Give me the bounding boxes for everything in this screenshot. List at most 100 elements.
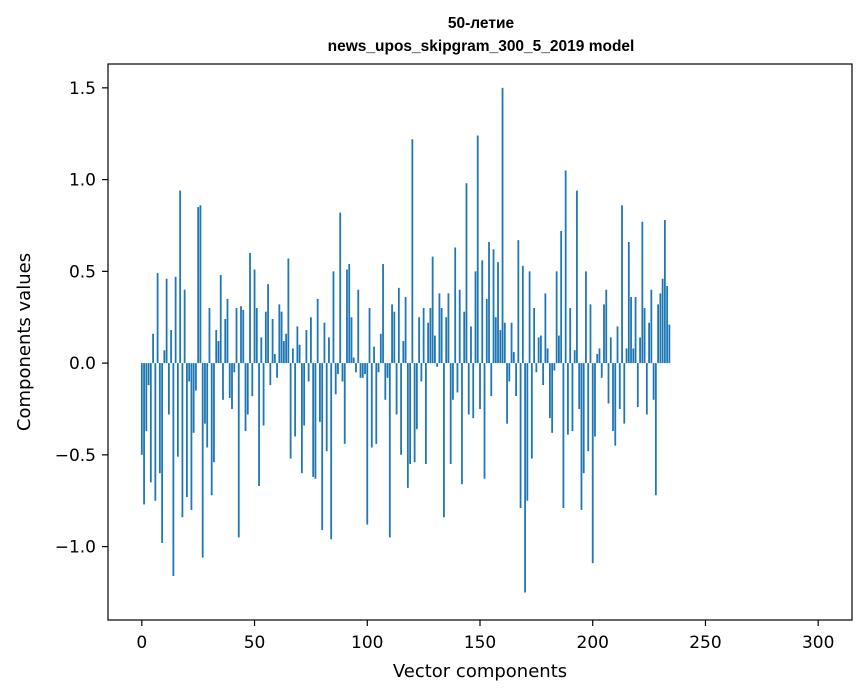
bar-component-1: [143, 363, 145, 505]
bar-component-26: [199, 205, 202, 364]
bar-component-190: [569, 308, 572, 364]
bar-component-104: [375, 363, 378, 444]
x-tick-label: 200: [577, 633, 609, 653]
bar-component-180: [546, 348, 549, 364]
bar-component-115: [400, 363, 402, 455]
bar-component-186: [560, 230, 563, 364]
bar-component-86: [334, 363, 337, 395]
bar-component-157: [494, 317, 497, 364]
x-tick-label: 150: [464, 633, 496, 653]
bar-component-72: [303, 363, 306, 426]
bar-component-215: [625, 348, 628, 364]
bar-component-91: [346, 269, 348, 364]
bar-component-65: [287, 258, 290, 364]
bar-component-5: [152, 333, 154, 364]
bar-component-200: [591, 363, 594, 564]
bar-component-191: [571, 363, 574, 431]
bar-component-0: [140, 363, 143, 455]
bar-component-48: [249, 253, 251, 364]
bar-component-110: [388, 363, 391, 538]
bar-component-12: [167, 363, 170, 415]
bar-component-197: [585, 271, 587, 364]
bar-component-93: [350, 317, 353, 364]
bar-component-170: [524, 363, 526, 593]
bar-component-193: [576, 190, 578, 364]
bar-component-231: [661, 278, 664, 364]
bar-component-199: [589, 304, 592, 364]
bar-component-156: [492, 249, 495, 364]
bar-component-27: [201, 363, 204, 558]
bar-component-24: [195, 363, 197, 391]
bar-component-46: [244, 363, 247, 431]
y-axis-label: Components values: [14, 253, 35, 431]
bar-component-94: [352, 357, 355, 364]
bar-component-212: [618, 363, 621, 409]
bar-component-219: [634, 297, 637, 364]
bar-component-129: [431, 256, 434, 364]
bar-component-84: [330, 363, 333, 540]
bar-component-135: [445, 317, 448, 364]
bar-component-25: [197, 207, 200, 364]
bar-component-145: [467, 363, 470, 415]
bar-component-44: [240, 306, 242, 364]
bar-component-63: [282, 341, 285, 364]
bar-component-138: [452, 363, 454, 400]
bar-component-18: [181, 363, 184, 518]
bar-component-97: [359, 363, 362, 378]
bar-component-98: [361, 363, 364, 378]
bar-component-35: [219, 275, 222, 364]
bar-component-159: [499, 330, 502, 364]
bar-component-57: [269, 363, 272, 386]
bar-component-134: [443, 363, 445, 518]
bar-component-195: [580, 363, 583, 510]
bar-component-166: [515, 363, 517, 397]
bar-component-103: [373, 346, 375, 364]
bar-component-78: [316, 298, 319, 364]
bar-component-122: [415, 363, 418, 430]
bar-component-50: [253, 269, 256, 364]
bar-component-102: [370, 363, 373, 448]
x-axis-label: Vector components: [393, 661, 567, 682]
bar-component-61: [278, 304, 281, 364]
bar-component-54: [262, 363, 265, 426]
bar-component-146: [470, 326, 472, 364]
bar-component-4: [149, 363, 152, 483]
bar-component-117: [404, 297, 407, 364]
bar-component-113: [395, 363, 398, 415]
bar-component-74: [307, 363, 310, 382]
bar-component-120: [411, 139, 414, 364]
bar-component-69: [296, 326, 299, 364]
bar-component-2: [145, 363, 148, 431]
bar-component-73: [305, 330, 308, 364]
bar-component-182: [551, 363, 554, 433]
bar-component-168: [519, 363, 522, 509]
bar-component-198: [587, 363, 590, 452]
y-tick-label: 0.5: [69, 262, 96, 282]
bar-component-88: [339, 212, 342, 364]
bar-component-185: [558, 335, 560, 364]
bar-component-34: [217, 341, 220, 364]
bar-component-10: [163, 350, 166, 364]
bar-component-56: [267, 284, 269, 364]
bar-component-30: [208, 308, 211, 364]
bar-component-60: [276, 363, 278, 378]
bar-component-106: [379, 333, 382, 364]
bar-component-14: [172, 363, 175, 576]
bar-component-164: [510, 322, 513, 364]
bar-component-188: [564, 170, 567, 364]
bar-component-196: [582, 363, 585, 474]
bar-component-20: [186, 363, 188, 498]
bar-component-173: [530, 363, 533, 459]
bar-component-147: [472, 363, 475, 419]
bar-component-204: [600, 363, 603, 378]
bar-component-165: [512, 352, 515, 364]
bar-component-175: [535, 363, 538, 373]
bar-component-41: [233, 363, 236, 373]
bar-component-58: [271, 319, 274, 364]
bar-component-89: [341, 363, 344, 382]
bar-component-203: [598, 348, 601, 364]
bar-component-92: [348, 264, 351, 364]
bar-component-229: [657, 304, 660, 364]
bar-component-111: [391, 304, 393, 364]
bar-component-82: [325, 363, 328, 452]
